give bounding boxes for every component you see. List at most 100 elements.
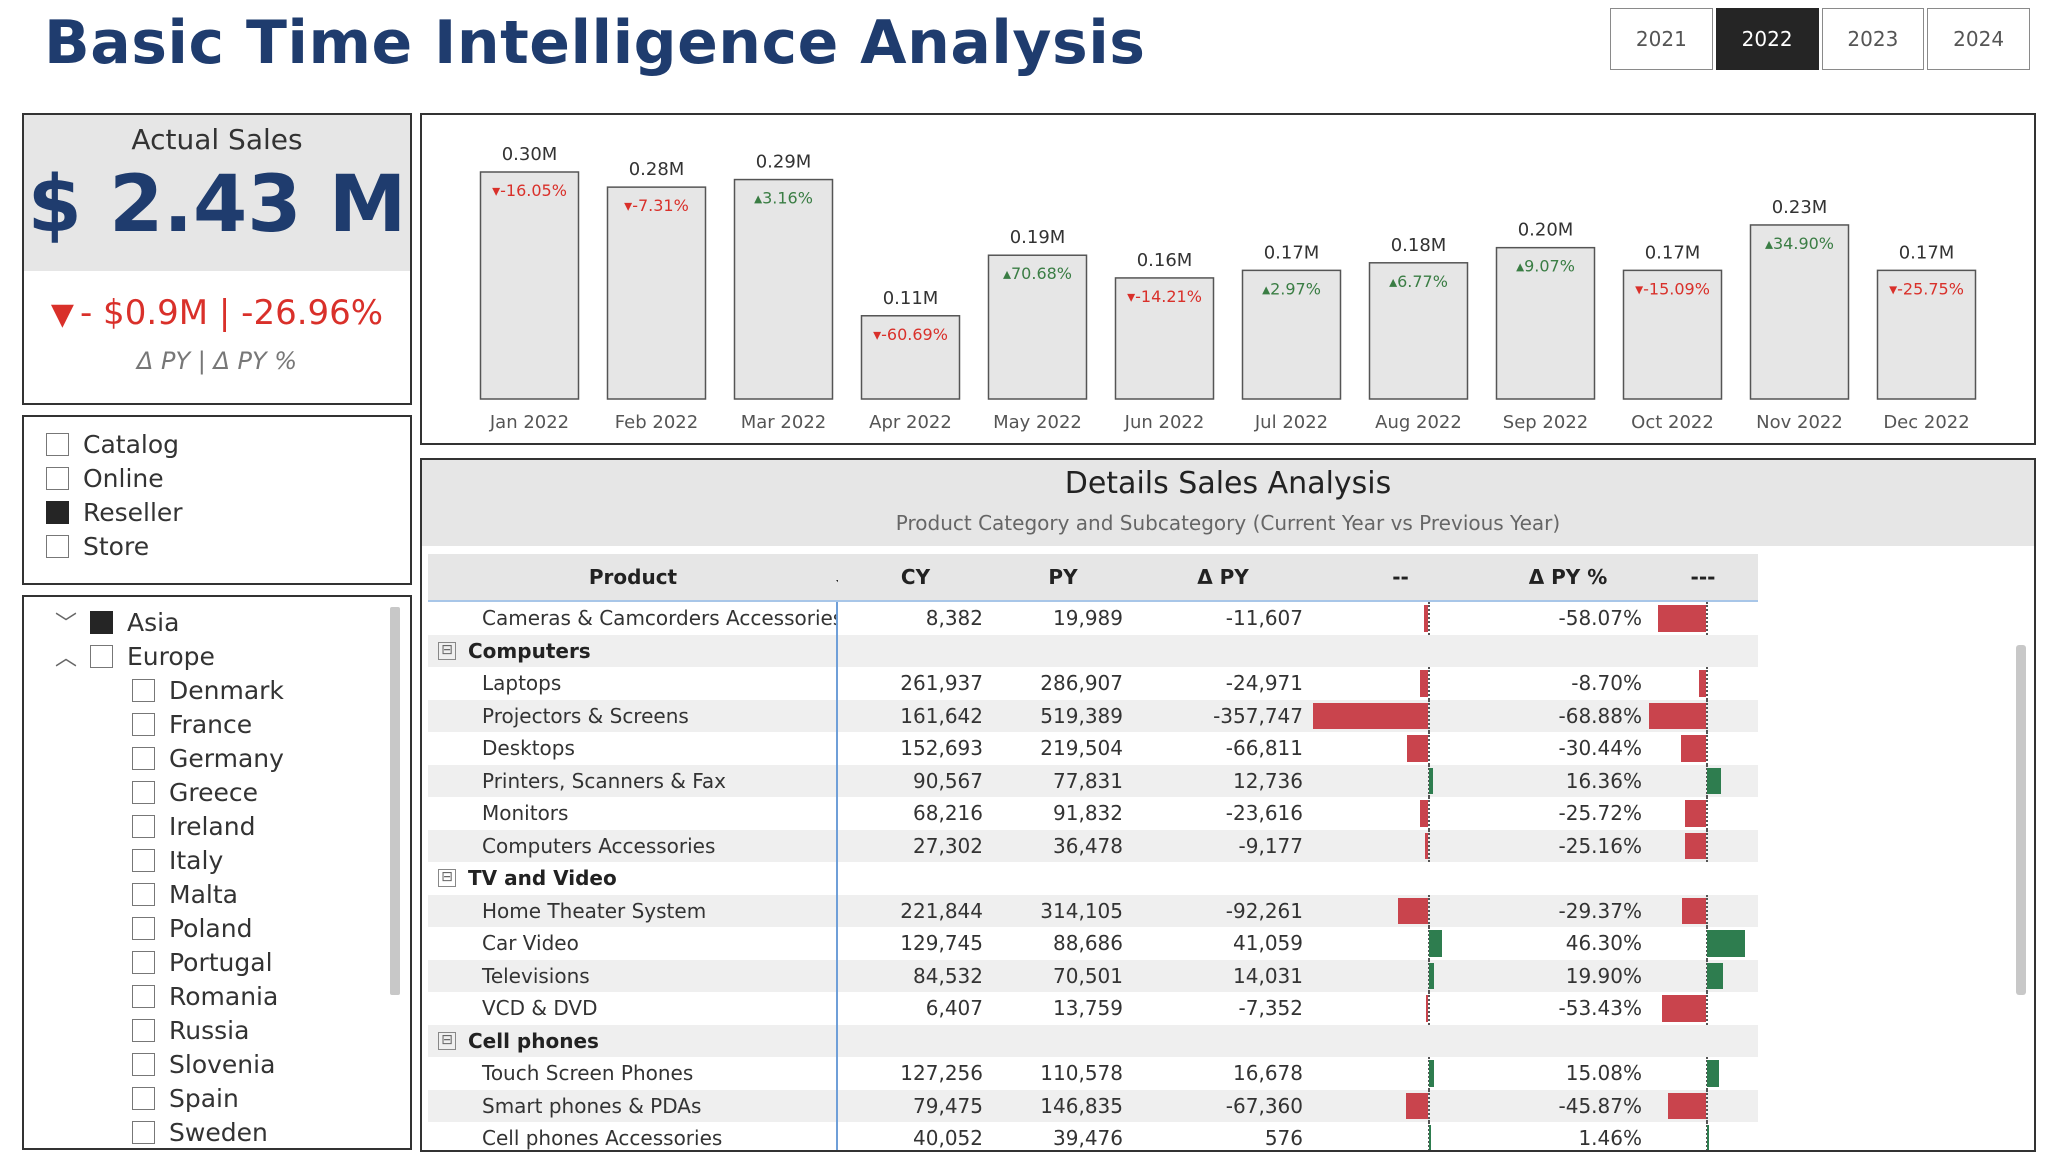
geo-option-label: Poland — [169, 913, 253, 943]
checkbox[interactable] — [132, 712, 155, 736]
geo-option-denmark[interactable]: Denmark — [24, 673, 384, 707]
checkbox[interactable] — [132, 1120, 155, 1144]
sort-desc-icon — [836, 580, 838, 588]
col-header-product[interactable]: Product — [428, 554, 838, 600]
chevron-up-icon[interactable]: ︿ — [54, 646, 77, 671]
table-row[interactable]: Projectors & Screens 161,642 519,389 -357,7… — [428, 699, 1758, 732]
table-scrollbar[interactable] — [2016, 645, 2026, 995]
table-group-row[interactable]: ⊟ Cell phones — [428, 1024, 1758, 1057]
month-bar[interactable] — [1241, 269, 1342, 400]
table-row[interactable]: Laptops 261,937 286,907 -24,971 -8.70% — [428, 667, 1758, 700]
table-row[interactable]: Car Video 129,745 88,686 41,059 46.30% — [428, 927, 1758, 960]
checkbox[interactable] — [132, 678, 155, 702]
geo-option-poland[interactable]: Poland — [24, 911, 384, 945]
year-button-2023[interactable]: 2023 — [1821, 8, 1925, 70]
table-group-row[interactable]: ⊟ Computers — [428, 634, 1758, 667]
geo-option-europe[interactable]: ︿ Europe — [24, 639, 384, 673]
chevron-down-icon[interactable]: ﹀ — [54, 612, 77, 637]
checkbox[interactable] — [132, 780, 155, 804]
geo-option-ireland[interactable]: Ireland — [24, 809, 384, 843]
col-header-cy[interactable]: CY — [900, 565, 931, 589]
month-bar[interactable] — [479, 171, 580, 400]
checkbox[interactable] — [90, 644, 113, 668]
col-header-bar-delta[interactable]: -- — [1392, 565, 1409, 589]
col-header-bar-pct[interactable]: --- — [1690, 565, 1716, 589]
geo-option-germany[interactable]: Germany — [24, 741, 384, 775]
checkbox[interactable] — [132, 746, 155, 770]
checkbox[interactable] — [132, 1018, 155, 1042]
geo-option-malta[interactable]: Malta — [24, 877, 384, 911]
collapse-icon[interactable]: ⊟ — [438, 641, 456, 660]
table-row[interactable]: Touch Screen Phones 127,256 110,578 16,678 1… — [428, 1057, 1758, 1090]
bar-axis — [1706, 732, 1708, 765]
positive-bar — [1707, 767, 1721, 794]
geo-option-russia[interactable]: Russia — [24, 1013, 384, 1047]
col-header-delta-pct[interactable]: Δ PY % — [1528, 565, 1608, 589]
geo-option-label: Denmark — [169, 675, 284, 705]
checkbox[interactable] — [132, 814, 155, 838]
table-row[interactable]: Monitors 68,216 91,832 -23,616 -25.72% — [428, 797, 1758, 830]
checkbox[interactable] — [46, 466, 69, 490]
month-bar[interactable] — [606, 186, 707, 400]
channel-option-online[interactable]: Online — [46, 461, 410, 495]
table-row[interactable]: Cell phones Accessories 40,052 39,476 576 1.… — [428, 1122, 1758, 1151]
channel-option-store[interactable]: Store — [46, 529, 410, 563]
col-header-delta-py[interactable]: Δ PY — [1197, 565, 1249, 589]
geo-option-slovenia[interactable]: Slovenia — [24, 1047, 384, 1081]
geo-option-asia[interactable]: ﹀ Asia — [24, 605, 384, 639]
month-bar[interactable] — [1876, 269, 1977, 400]
checkbox[interactable] — [132, 1086, 155, 1110]
table-row[interactable]: Cameras & Camcorders Accessories 8,382 19,… — [428, 602, 1758, 635]
cell-delta-pct: -45.87% — [1558, 1093, 1642, 1118]
month-bar[interactable] — [987, 254, 1088, 400]
cell-cy: 40,052 — [913, 1126, 983, 1151]
cell-bar-delta — [1313, 862, 1488, 895]
channel-option-reseller[interactable]: Reseller — [46, 495, 410, 529]
checkbox[interactable] — [132, 916, 155, 940]
geo-option-romania[interactable]: Romania — [24, 979, 384, 1013]
month-bar[interactable] — [1622, 269, 1723, 400]
month-category-label: May 2022 — [993, 412, 1082, 433]
collapse-icon[interactable]: ⊟ — [438, 869, 456, 888]
month-bar[interactable] — [1495, 246, 1596, 400]
geo-option-spain[interactable]: Spain — [24, 1081, 384, 1115]
cell-bar-pct — [1648, 959, 1758, 992]
geo-option-greece[interactable]: Greece — [24, 775, 384, 809]
year-button-2021[interactable]: 2021 — [1610, 8, 1713, 70]
checkbox[interactable] — [132, 882, 155, 906]
table-row[interactable]: Home Theater System 221,844 314,105 -92,261… — [428, 894, 1758, 927]
geography-scrollbar[interactable] — [390, 607, 400, 995]
checkbox[interactable] — [46, 432, 69, 456]
year-button-2022[interactable]: 2022 — [1715, 8, 1819, 70]
year-slicer: 2021 2022 2023 2024 — [1610, 8, 2030, 70]
checkbox[interactable] — [46, 534, 69, 558]
collapse-icon[interactable]: ⊟ — [438, 1031, 456, 1050]
table-row[interactable]: Printers, Scanners & Fax 90,567 77,831 12,7… — [428, 764, 1758, 797]
table-row[interactable]: VCD & DVD 6,407 13,759 -7,352 -53.43% — [428, 992, 1758, 1025]
checkbox[interactable] — [46, 500, 69, 524]
geo-option-sweden[interactable]: Sweden — [24, 1115, 384, 1148]
bar-axis — [1706, 894, 1708, 927]
checkbox[interactable] — [132, 1052, 155, 1076]
checkbox[interactable] — [132, 984, 155, 1008]
month-bar[interactable] — [1368, 262, 1469, 400]
year-button-2024[interactable]: 2024 — [1927, 8, 2030, 70]
checkbox[interactable] — [90, 610, 113, 634]
table-group-row[interactable]: ⊟ TV and Video — [428, 862, 1758, 895]
geo-option-italy[interactable]: Italy — [24, 843, 384, 877]
month-bar[interactable] — [860, 315, 961, 400]
month-bar[interactable] — [1114, 277, 1215, 400]
table-row[interactable]: Televisions 84,532 70,501 14,031 19.90% — [428, 959, 1758, 992]
month-bar[interactable] — [733, 178, 834, 400]
checkbox[interactable] — [132, 950, 155, 974]
table-row[interactable]: Computers Accessories 27,302 36,478 -9,177 -… — [428, 829, 1758, 862]
col-header-py[interactable]: PY — [1048, 565, 1078, 589]
channel-option-catalog[interactable]: Catalog — [46, 427, 410, 461]
geo-option-portugal[interactable]: Portugal — [24, 945, 384, 979]
cell-bar-pct — [1648, 764, 1758, 797]
geo-option-france[interactable]: France — [24, 707, 384, 741]
checkbox[interactable] — [132, 848, 155, 872]
month-bar[interactable] — [1749, 224, 1850, 400]
table-row[interactable]: Smart phones & PDAs 79,475 146,835 -67,360 -… — [428, 1089, 1758, 1122]
table-row[interactable]: Desktops 152,693 219,504 -66,811 -30.44% — [428, 732, 1758, 765]
